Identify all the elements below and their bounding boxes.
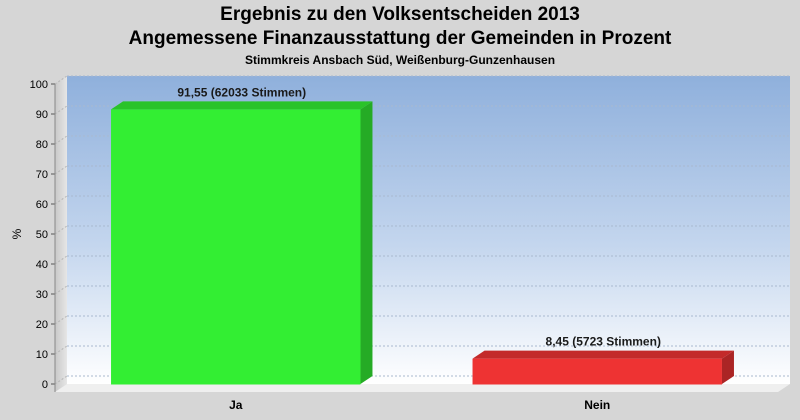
- gridline-side: [54, 195, 68, 205]
- bar-top-nein: [472, 350, 734, 359]
- y-tick-label: 90: [36, 109, 48, 121]
- bar-nein: [472, 358, 722, 385]
- gridline-side: [54, 315, 68, 325]
- gridline-side: [54, 75, 68, 85]
- y-tick-label: 20: [36, 319, 48, 331]
- gridline-side: [54, 375, 68, 385]
- bar-top-ja: [111, 101, 373, 110]
- plot-floor: [55, 384, 790, 392]
- y-tick-label: 30: [36, 289, 48, 301]
- gridline-side: [54, 255, 68, 265]
- x-tick-label: Ja: [229, 398, 243, 412]
- gridline-side: [54, 345, 68, 355]
- y-tick-label: 80: [36, 139, 48, 151]
- plot-side-wall: [55, 76, 67, 392]
- y-tick-label: 100: [30, 79, 48, 91]
- x-tick-label: Nein: [584, 398, 610, 412]
- y-tick-label: 40: [36, 259, 48, 271]
- bar-side-nein: [721, 350, 734, 384]
- gridline-side: [54, 165, 68, 175]
- gridline-side: [54, 135, 68, 145]
- chart-title: Ergebnis zu den Volksentscheiden 2013: [220, 4, 580, 25]
- gridline-side: [54, 285, 68, 295]
- chart-subtitle: Angemessene Finanzausstattung der Gemein…: [128, 28, 672, 49]
- data-label: 8,45 (5723 Stimmen): [546, 335, 661, 349]
- y-tick-label: 10: [36, 349, 48, 361]
- bar-ja: [111, 109, 361, 385]
- y-tick-label: 60: [36, 199, 48, 211]
- chart-subtitle-region: Stimmkreis Ansbach Süd, Weißenburg-Gunze…: [244, 53, 556, 67]
- gridline-side: [54, 225, 68, 235]
- y-tick-label: 50: [36, 229, 48, 241]
- y-axis-label: %: [10, 228, 24, 239]
- bar-side-ja: [360, 101, 373, 384]
- y-tick-label: 0: [42, 379, 48, 391]
- gridline-side: [54, 105, 68, 115]
- y-tick-label: 70: [36, 169, 48, 181]
- data-label: 91,55 (62033 Stimmen): [177, 85, 306, 99]
